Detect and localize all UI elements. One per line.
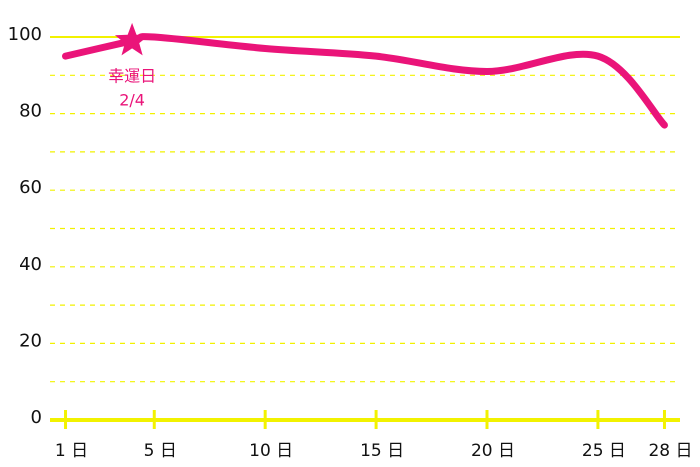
- x-tick-label: 5 日: [144, 441, 177, 461]
- x-tick-label: 28 日: [648, 441, 692, 461]
- y-tick-label: 40: [19, 254, 42, 275]
- annotation-text: 幸運日: [108, 66, 156, 85]
- annotation-star: [114, 22, 150, 56]
- x-tick-label: 25 日: [582, 441, 626, 461]
- x-tick-label: 15 日: [360, 441, 404, 461]
- x-tick-label: 10 日: [249, 441, 293, 461]
- y-tick-label: 60: [19, 177, 42, 198]
- y-tick-label: 20: [19, 330, 42, 351]
- y-tick-label: 80: [19, 101, 42, 122]
- y-tick-label: 0: [31, 407, 42, 428]
- x-tick-label: 1 日: [55, 441, 88, 461]
- annotation-text: 2/4: [119, 90, 145, 109]
- y-tick-label: 100: [8, 24, 42, 45]
- x-tick-label: 20 日: [471, 441, 515, 461]
